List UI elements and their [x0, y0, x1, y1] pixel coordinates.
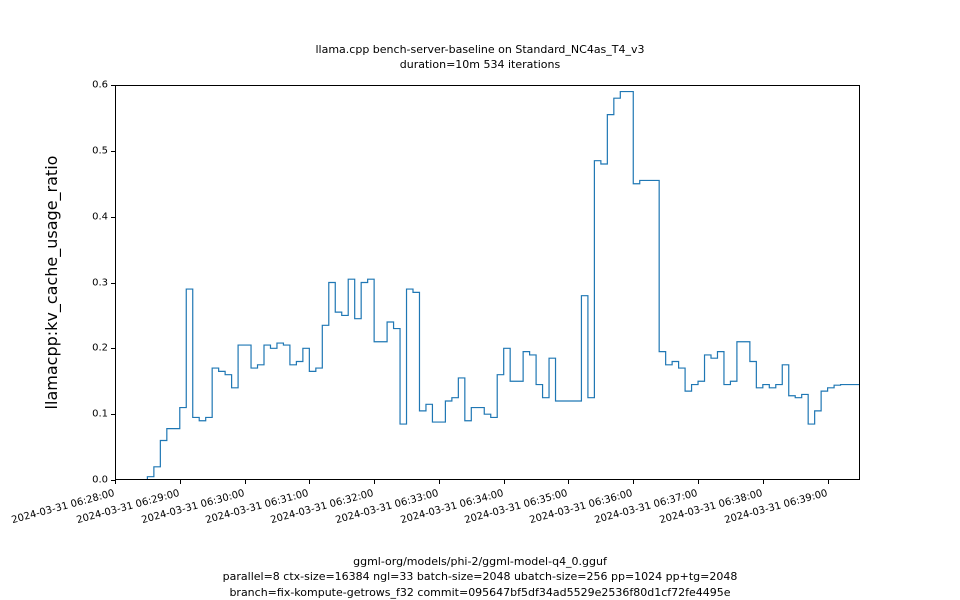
- xtick-mark: [633, 480, 634, 484]
- chart-title: llama.cpp bench-server-baseline on Stand…: [0, 42, 960, 73]
- xtick-mark: [763, 480, 764, 484]
- xtick-mark: [180, 480, 181, 484]
- footer-line3: branch=fix-kompute-getrows_f32 commit=09…: [0, 585, 960, 600]
- ytick-label: 0.4: [68, 211, 108, 222]
- ytick-label: 0.1: [68, 409, 108, 420]
- xtick-mark: [698, 480, 699, 484]
- chart-footer: ggml-org/models/phi-2/ggml-model-q4_0.gg…: [0, 554, 960, 600]
- plot-area: [115, 85, 860, 480]
- xtick-mark: [245, 480, 246, 484]
- xtick-mark: [309, 480, 310, 484]
- xtick-label: 2024-03-31 06:28:00: [10, 488, 115, 526]
- xtick-mark: [828, 480, 829, 484]
- ytick-label: 0.6: [68, 80, 108, 91]
- xtick-mark: [504, 480, 505, 484]
- ytick-label: 0.5: [68, 145, 108, 156]
- ytick-label: 0.0: [68, 475, 108, 486]
- ytick-label: 0.3: [68, 277, 108, 288]
- xtick-mark: [374, 480, 375, 484]
- chart-container: llama.cpp bench-server-baseline on Stand…: [0, 0, 960, 600]
- y-axis-label: llamacpp:kv_cache_usage_ratio: [42, 85, 62, 480]
- ytick-label: 0.2: [68, 343, 108, 354]
- xtick-mark: [439, 480, 440, 484]
- footer-line2: parallel=8 ctx-size=16384 ngl=33 batch-s…: [0, 569, 960, 584]
- plot-border: [115, 85, 860, 480]
- xtick-mark: [115, 480, 116, 484]
- footer-line1: ggml-org/models/phi-2/ggml-model-q4_0.gg…: [0, 554, 960, 569]
- chart-title-line2: duration=10m 534 iterations: [0, 57, 960, 72]
- xtick-mark: [568, 480, 569, 484]
- chart-title-line1: llama.cpp bench-server-baseline on Stand…: [0, 42, 960, 57]
